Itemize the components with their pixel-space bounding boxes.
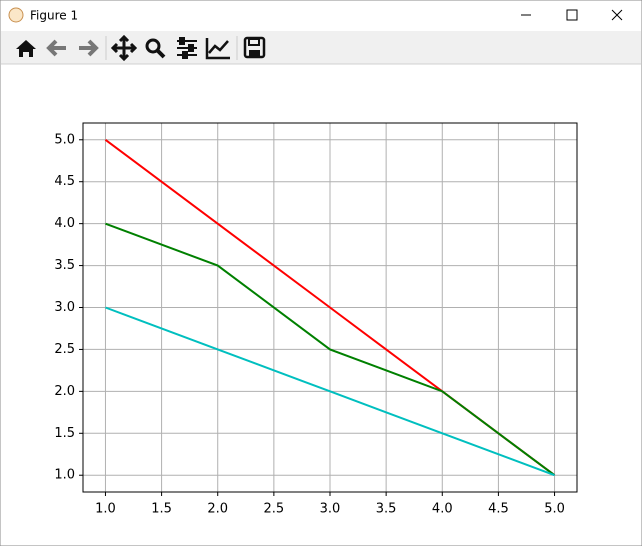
close-button[interactable] (611, 9, 623, 21)
back-button[interactable] (46, 39, 66, 57)
x-tick-label: 2.0 (207, 502, 228, 517)
x-tick-label: 2.5 (264, 502, 285, 517)
y-tick-label: 1.0 (54, 468, 75, 483)
pan-button[interactable] (110, 34, 138, 62)
y-tick-label: 3.5 (54, 258, 75, 273)
y-tick-label: 2.5 (54, 342, 75, 357)
plot: 1.0 1.5 2.0 2.5 3.0 3.5 4.0 4.5 5.0 1.0 1.5 2.0 2.5 3… (54, 122, 578, 517)
x-tick-label: 5.0 (544, 502, 565, 517)
save-button[interactable] (243, 36, 266, 59)
x-tick-label: 4.5 (488, 502, 509, 517)
window-title: Figure 1 (30, 9, 78, 23)
configure-button[interactable] (177, 37, 197, 59)
zoom-button[interactable] (145, 38, 166, 59)
edit-axis-button[interactable] (205, 38, 230, 60)
y-tick-label: 3.0 (54, 300, 75, 315)
y-tick-label: 5.0 (54, 132, 75, 147)
app-icon (8, 7, 24, 23)
y-tick-label: 1.5 (54, 426, 75, 441)
title-bar (1, 1, 641, 31)
y-tick-label: 2.0 (54, 384, 75, 399)
x-tick-label: 1.5 (151, 502, 172, 517)
x-tick-label: 4.0 (432, 502, 453, 517)
forward-button[interactable] (79, 39, 99, 57)
axes-frame (82, 122, 578, 493)
x-tick-label: 1.0 (95, 502, 116, 517)
y-tick-label: 4.0 (54, 216, 75, 231)
toolbar (1, 31, 641, 64)
maximize-button[interactable] (566, 9, 578, 21)
series-line (105, 222, 556, 477)
y-tick-label: 4.5 (54, 174, 75, 189)
home-button[interactable] (16, 40, 36, 57)
series-line (105, 306, 555, 477)
x-tick-label: 3.5 (376, 502, 397, 517)
x-tick-label: 3.0 (320, 502, 341, 517)
